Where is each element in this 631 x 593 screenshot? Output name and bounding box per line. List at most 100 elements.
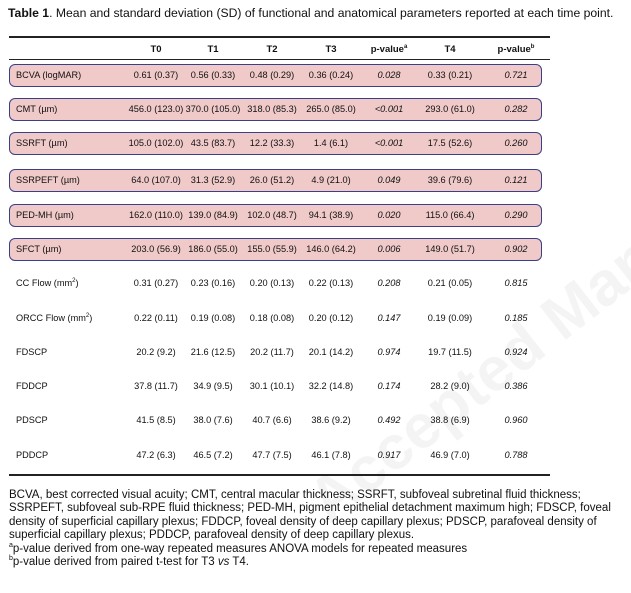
table-cell: 20.2 (11.7) xyxy=(250,347,294,357)
footnote-a: ap-value derived from one-way repeated m… xyxy=(9,541,468,555)
table-cell: 39.6 (79.6) xyxy=(427,175,473,185)
table-caption: Table 1. Mean and standard deviation (SD… xyxy=(8,6,613,20)
table-cell: 38.6 (9.2) xyxy=(311,415,351,425)
table-caption-label: Table 1 xyxy=(8,6,50,20)
p-value-cell: 0.974 xyxy=(377,347,401,357)
table-cell: 20.2 (9.2) xyxy=(136,347,176,357)
table-cell: 46.1 (7.8) xyxy=(311,450,351,460)
row-label: CC Flow (mm2) xyxy=(16,277,79,288)
table-cell: 318.0 (85.3) xyxy=(247,104,297,114)
p-value-cell: 0.917 xyxy=(377,450,401,460)
table-cell: 28.2 (9.0) xyxy=(430,381,470,391)
table-cell: 46.5 (7.2) xyxy=(193,450,233,460)
p-value-cell: 0.815 xyxy=(504,278,528,288)
p-value-cell: 0.924 xyxy=(504,347,528,357)
table-cell: 0.48 (0.29) xyxy=(249,70,295,80)
top-rule xyxy=(9,36,550,38)
table-cell: 0.61 (0.37) xyxy=(133,70,179,80)
table-cell: 38.0 (7.6) xyxy=(193,415,233,425)
highlighted-row-box xyxy=(9,64,542,87)
p-value-cell: 0.721 xyxy=(504,70,528,80)
abbreviations-note: BCVA, best corrected visual acuity; CMT,… xyxy=(9,489,611,542)
table-cell: 0.20 (0.12) xyxy=(308,313,354,323)
highlighted-row-box xyxy=(9,238,542,261)
row-label: CMT (µm) xyxy=(16,104,58,114)
highlighted-row-box xyxy=(9,98,542,121)
table-cell: 0.21 (0.05) xyxy=(427,278,473,288)
column-header: T4 xyxy=(444,44,456,55)
p-value-cell: 0.260 xyxy=(504,138,528,148)
table-cell: 293.0 (61.0) xyxy=(425,104,475,114)
p-value-cell: 0.020 xyxy=(377,210,401,220)
row-label: PED-MH (µm) xyxy=(16,210,74,220)
p-value-cell: 0.492 xyxy=(377,415,401,425)
table-cell: 20.1 (14.2) xyxy=(308,347,354,357)
p-value-cell: 0.290 xyxy=(504,210,528,220)
p-value-cell: <0.001 xyxy=(374,138,404,148)
table-cell: 139.0 (84.9) xyxy=(188,210,238,220)
highlighted-row-box xyxy=(9,169,542,192)
table-cell: 1.4 (6.1) xyxy=(313,138,349,148)
table-cell: 19.7 (11.5) xyxy=(428,347,472,357)
table-cell: 155.0 (55.9) xyxy=(247,244,297,254)
table-cell: 0.56 (0.33) xyxy=(190,70,236,80)
table-cell: 34.9 (9.5) xyxy=(193,381,233,391)
table-cell: 30.1 (10.1) xyxy=(249,381,295,391)
table-cell: 0.33 (0.21) xyxy=(427,70,473,80)
table-footnotes: BCVA, best corrected visual acuity; CMT,… xyxy=(9,489,624,569)
table-cell: 31.3 (52.9) xyxy=(190,175,236,185)
table-cell: 0.19 (0.09) xyxy=(427,313,473,323)
table-cell: 0.18 (0.08) xyxy=(249,313,295,323)
table-cell: 162.0 (110.0) xyxy=(129,210,183,220)
column-header: T1 xyxy=(207,44,219,55)
table-cell: 0.20 (0.13) xyxy=(249,278,295,288)
table-cell: 149.0 (51.7) xyxy=(425,244,475,254)
table-cell: 26.0 (51.2) xyxy=(249,175,295,185)
table-cell: 46.9 (7.0) xyxy=(430,450,470,460)
p-value-cell: 0.386 xyxy=(504,381,528,391)
table-cell: 102.0 (48.7) xyxy=(247,210,297,220)
table-cell: 38.8 (6.9) xyxy=(430,415,470,425)
p-value-cell: <0.001 xyxy=(374,104,404,114)
table-cell: 146.0 (64.2) xyxy=(306,244,356,254)
table-cell: 0.22 (0.13) xyxy=(308,278,354,288)
row-label: ORCC Flow (mm2) xyxy=(16,312,93,323)
highlighted-row-box xyxy=(9,132,542,155)
row-label: BCVA (logMAR) xyxy=(16,70,82,80)
p-value-cell: 0.902 xyxy=(504,244,528,254)
table-caption-text: . Mean and standard deviation (SD) of fu… xyxy=(49,6,614,20)
p-value-cell: 0.147 xyxy=(377,313,401,323)
table-cell: 0.23 (0.16) xyxy=(190,278,236,288)
table-cell: 203.0 (56.9) xyxy=(131,244,181,254)
column-header: T0 xyxy=(150,44,162,55)
p-value-cell: 0.006 xyxy=(377,244,401,254)
table-cell: 94.1 (38.9) xyxy=(308,210,354,220)
p-value-cell: 0.208 xyxy=(377,278,401,288)
row-label: FDDCP xyxy=(16,381,48,391)
table-cell: 41.5 (8.5) xyxy=(136,415,176,425)
highlighted-row-box xyxy=(9,204,542,227)
footnote-b: bp-value derived from paired t-test for … xyxy=(9,555,249,569)
table-cell: 0.22 (0.11) xyxy=(134,313,178,323)
column-header: p-valueb xyxy=(497,43,535,55)
table-cell: 17.5 (52.6) xyxy=(427,138,473,148)
p-value-cell: 0.174 xyxy=(377,381,401,391)
column-header: p-valuea xyxy=(370,43,408,55)
column-header: T3 xyxy=(325,44,337,55)
p-value-cell: 0.788 xyxy=(504,450,528,460)
row-label: PDDCP xyxy=(16,450,49,460)
row-label: PDSCP xyxy=(16,415,48,425)
table-cell: 47.2 (6.3) xyxy=(136,450,176,460)
p-value-cell: 0.028 xyxy=(377,70,401,80)
table-cell: 21.6 (12.5) xyxy=(190,347,236,357)
table-cell: 0.31 (0.27) xyxy=(133,278,179,288)
table-cell: 32.2 (14.8) xyxy=(308,381,354,391)
row-label: SSRFT (µm) xyxy=(16,138,68,148)
table-cell: 43.5 (83.7) xyxy=(190,138,236,148)
table-cell: 456.0 (123.0) xyxy=(128,104,184,114)
table-cell: 265.0 (85.0) xyxy=(306,104,356,114)
table-cell: 64.0 (107.0) xyxy=(131,175,181,185)
p-value-cell: 0.185 xyxy=(504,313,528,323)
table-cell: 40.7 (6.6) xyxy=(252,415,292,425)
table-cell: 115.0 (66.4) xyxy=(425,210,475,220)
